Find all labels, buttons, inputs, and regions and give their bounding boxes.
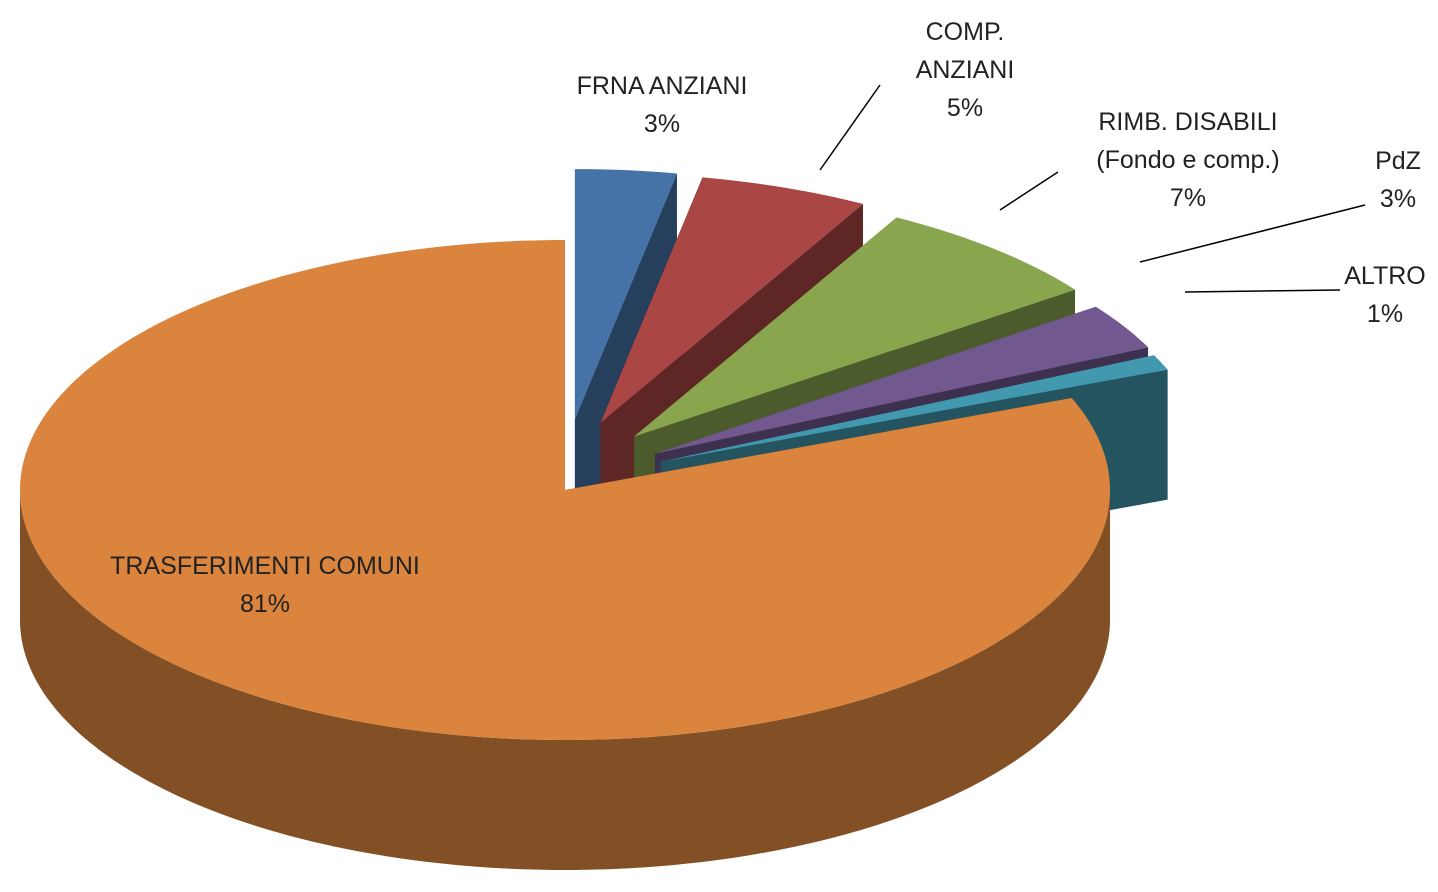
slice-name: ALTRO	[1344, 262, 1426, 290]
slice-side	[20, 490, 1110, 870]
slice-value: 3%	[1379, 185, 1417, 213]
slice-name: TRASFERIMENTI COMUNI	[110, 552, 420, 580]
leader-line	[1184, 289, 1341, 293]
slice	[574, 169, 677, 420]
slice-wall	[574, 173, 677, 550]
data-label: ALTRO 1%	[1344, 257, 1426, 333]
slice-name: RIMB. DISABILI (Fondo e comp.)	[1096, 108, 1280, 174]
slice	[20, 240, 1110, 740]
leader-line	[819, 84, 881, 171]
slice-value: 81%	[239, 590, 291, 618]
slice-value: 3%	[643, 110, 681, 138]
slice	[634, 217, 1076, 437]
slice-value: 5%	[946, 94, 984, 122]
data-label: PdZ 3%	[1375, 142, 1421, 218]
slice-value: 7%	[1169, 184, 1207, 212]
slice	[660, 355, 1168, 462]
leader-line	[1139, 204, 1366, 263]
leader-line	[999, 171, 1059, 211]
slice	[600, 177, 863, 423]
slice-name: PdZ	[1375, 147, 1421, 175]
slice-name: COMP. ANZIANI	[915, 18, 1015, 84]
data-label: COMP. ANZIANI 5%	[916, 13, 1015, 127]
data-label: TRASFERIMENTI COMUNI 81%	[110, 547, 420, 623]
data-label: FRNA ANZIANI 3%	[577, 67, 748, 143]
data-label: RIMB. DISABILI (Fondo e comp.) 7%	[1096, 103, 1279, 217]
slice-name: FRNA ANZIANI	[576, 72, 748, 100]
slice-value: 1%	[1366, 300, 1404, 328]
slice	[654, 306, 1149, 454]
